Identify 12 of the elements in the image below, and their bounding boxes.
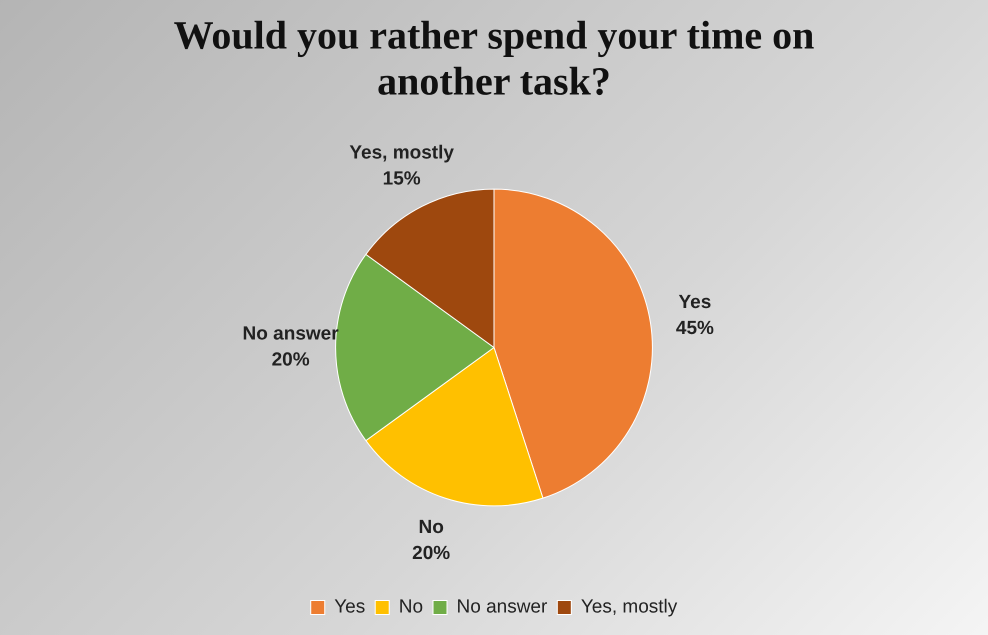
legend-label: Yes, mostly: [580, 596, 678, 618]
legend-label: Yes: [334, 596, 366, 618]
slice-label: Yes, mostly: [349, 142, 454, 164]
slice-label: Yes: [678, 292, 712, 313]
data-label: 45%: [676, 318, 714, 339]
data-label: 15%: [382, 168, 421, 190]
legend-label: No: [398, 596, 424, 618]
data-label: 20%: [272, 350, 310, 371]
legend-label: No answer: [456, 596, 548, 618]
slice-label: No: [418, 517, 444, 538]
chart-title: Would you rather spend your time on another task?: [174, 12, 814, 104]
data-label: 20%: [412, 543, 450, 564]
